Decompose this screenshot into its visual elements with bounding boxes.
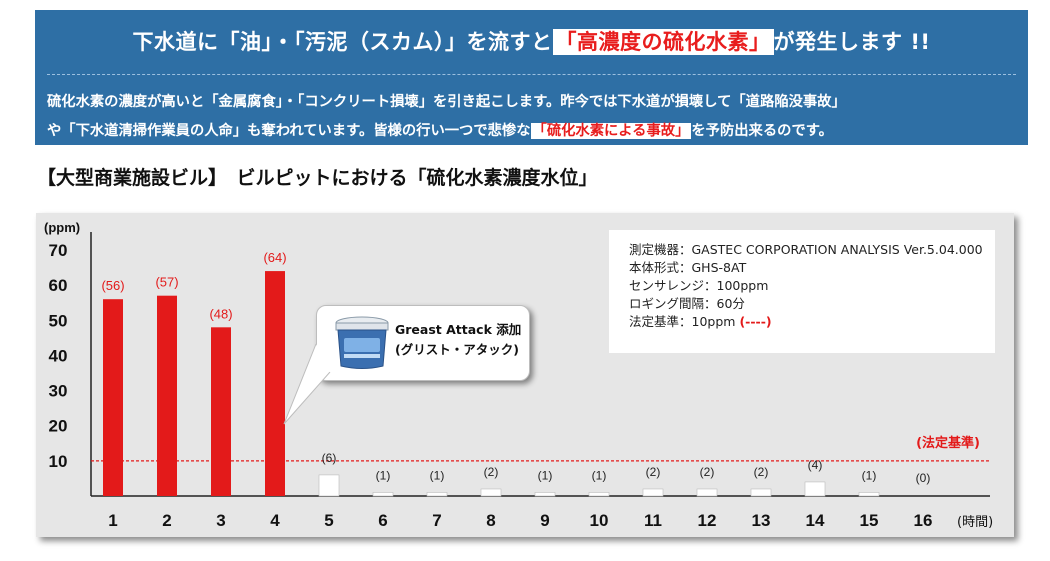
x-tick-label-11: 11 [644, 511, 662, 530]
bar-6 [372, 492, 394, 497]
data-label-11: (2) [646, 465, 661, 479]
banner-text-line-2: や「下水道清掃作業員の人命」も奪われています。皆様の行い一つで悲惨な 「硫化水素に… [47, 119, 1020, 140]
bar-12 [696, 488, 718, 497]
data-label-9: (1) [538, 468, 553, 482]
x-tick-label-1: 1 [108, 511, 117, 530]
data-label-1: (56) [101, 278, 124, 293]
bar-2 [157, 295, 177, 496]
info-logging-interval: ロギング間隔：60分 [629, 296, 745, 311]
x-tick-label-8: 8 [486, 511, 495, 530]
y-tick-label-70: 70 [49, 241, 68, 260]
x-tick-label-3: 3 [216, 511, 225, 530]
greast-attack-callout: Greast Attack 添加 (グリスト・アタック) [316, 305, 530, 381]
bar-10 [588, 492, 610, 497]
threshold-legend-marker: (----) [739, 314, 772, 329]
y-tick-label-60: 60 [49, 276, 68, 295]
x-tick-label-7: 7 [432, 511, 441, 530]
bar-5 [318, 474, 340, 497]
x-tick-label-16: 16 [914, 511, 933, 530]
x-tick-label-6: 6 [378, 511, 387, 530]
data-label-12: (2) [700, 465, 715, 479]
x-tick-label-9: 9 [540, 511, 549, 530]
x-tick-label-12: 12 [698, 511, 717, 530]
chart-labels: (ppm) 10 20 30 40 50 60 70 (法定基準) (56) 1 (57) 2 (48) 3… [44, 220, 993, 530]
product-name-sub: (グリスト・アタック) [395, 342, 519, 357]
banner-line2-pre: や「下水道清掃作業員の人命」も奪われています。皆様の行い一つで悲惨な [47, 123, 531, 139]
bar-7 [426, 492, 448, 497]
data-label-6: (1) [376, 468, 391, 482]
x-tick-label-4: 4 [270, 511, 280, 530]
data-label-10: (1) [592, 468, 607, 482]
data-label-5: (6) [322, 451, 337, 465]
y-axis-unit-label: (ppm) [44, 220, 80, 235]
x-tick-label-2: 2 [162, 511, 171, 530]
measurement-info-box: 測定機器：GASTEC CORPORATION ANALYSIS Ver.5.0… [609, 230, 995, 353]
bar-4 [265, 271, 285, 496]
x-tick-label-10: 10 [590, 511, 609, 530]
data-label-3: (48) [209, 306, 232, 321]
banner-title-post: が発生します !! [773, 30, 931, 54]
banner-title-highlight: 「高濃度の硫化水素」 [552, 29, 774, 55]
x-tick-label-5: 5 [324, 511, 333, 530]
bar-3 [211, 327, 231, 496]
bar-15 [858, 492, 880, 497]
info-legal-standard: 法定基準：10ppm (----) [629, 311, 772, 330]
y-tick-label-10: 10 [49, 452, 68, 471]
header-banner: 下水道に「油」・「汚泥（スカム）」を流すと 「高濃度の硫化水素」 が発生します !!… [35, 10, 1028, 145]
product-bucket-icon [335, 316, 389, 369]
bar-13 [750, 488, 772, 497]
banner-title: 下水道に「油」・「汚泥（スカム）」を流すと 「高濃度の硫化水素」 が発生します !! [35, 26, 1028, 56]
bar-14 [804, 481, 826, 497]
bar-1 [103, 299, 123, 496]
y-tick-label-20: 20 [49, 417, 68, 436]
product-name: Greast Attack 添加 [395, 322, 522, 337]
x-tick-label-15: 15 [860, 511, 879, 530]
data-label-4: (64) [263, 250, 286, 265]
data-label-16: (0) [916, 471, 931, 485]
section-heading: 【大型商業施設ビル】 ビルピットにおける「硫化水素濃度水位」 [37, 167, 598, 189]
data-label-8: (2) [484, 465, 499, 479]
data-label-13: (2) [754, 465, 769, 479]
y-tick-label-30: 30 [49, 382, 68, 401]
y-tick-label-40: 40 [49, 346, 68, 365]
data-label-14: (4) [808, 458, 823, 472]
banner-line2-highlight: 「硫化水素による事故」 [530, 123, 692, 139]
banner-text-line-1: 硫化水素の濃度が高いと「金属腐食」・「コンクリート損壊」を引き起こします。昨今で… [47, 94, 846, 110]
data-label-2: (57) [155, 275, 178, 290]
x-axis-unit-label: (時間) [957, 515, 993, 530]
info-device: 測定機器：GASTEC CORPORATION ANALYSIS Ver.5.0… [629, 242, 983, 257]
x-tick-label-14: 14 [806, 511, 825, 530]
banner-line2-post: を予防出来るのです。 [691, 123, 833, 139]
data-label-7: (1) [430, 468, 445, 482]
threshold-label: (法定基準) [916, 435, 980, 451]
bar-9 [534, 492, 556, 497]
data-label-15: (1) [862, 468, 877, 482]
bar-11 [642, 488, 664, 497]
x-tick-label-13: 13 [752, 511, 771, 530]
y-tick-label-50: 50 [49, 311, 68, 330]
info-sensor-range: センサレンジ：100ppm [629, 278, 769, 293]
banner-divider [47, 74, 1016, 75]
chart-bars [103, 271, 880, 497]
info-legal-standard-text: 法定基準：10ppm [629, 314, 736, 329]
info-model: 本体形式：GHS-8AT [629, 260, 747, 275]
banner-title-pre: 下水道に「油」・「汚泥（スカム）」を流すと [132, 30, 553, 54]
bar-8 [480, 488, 502, 497]
